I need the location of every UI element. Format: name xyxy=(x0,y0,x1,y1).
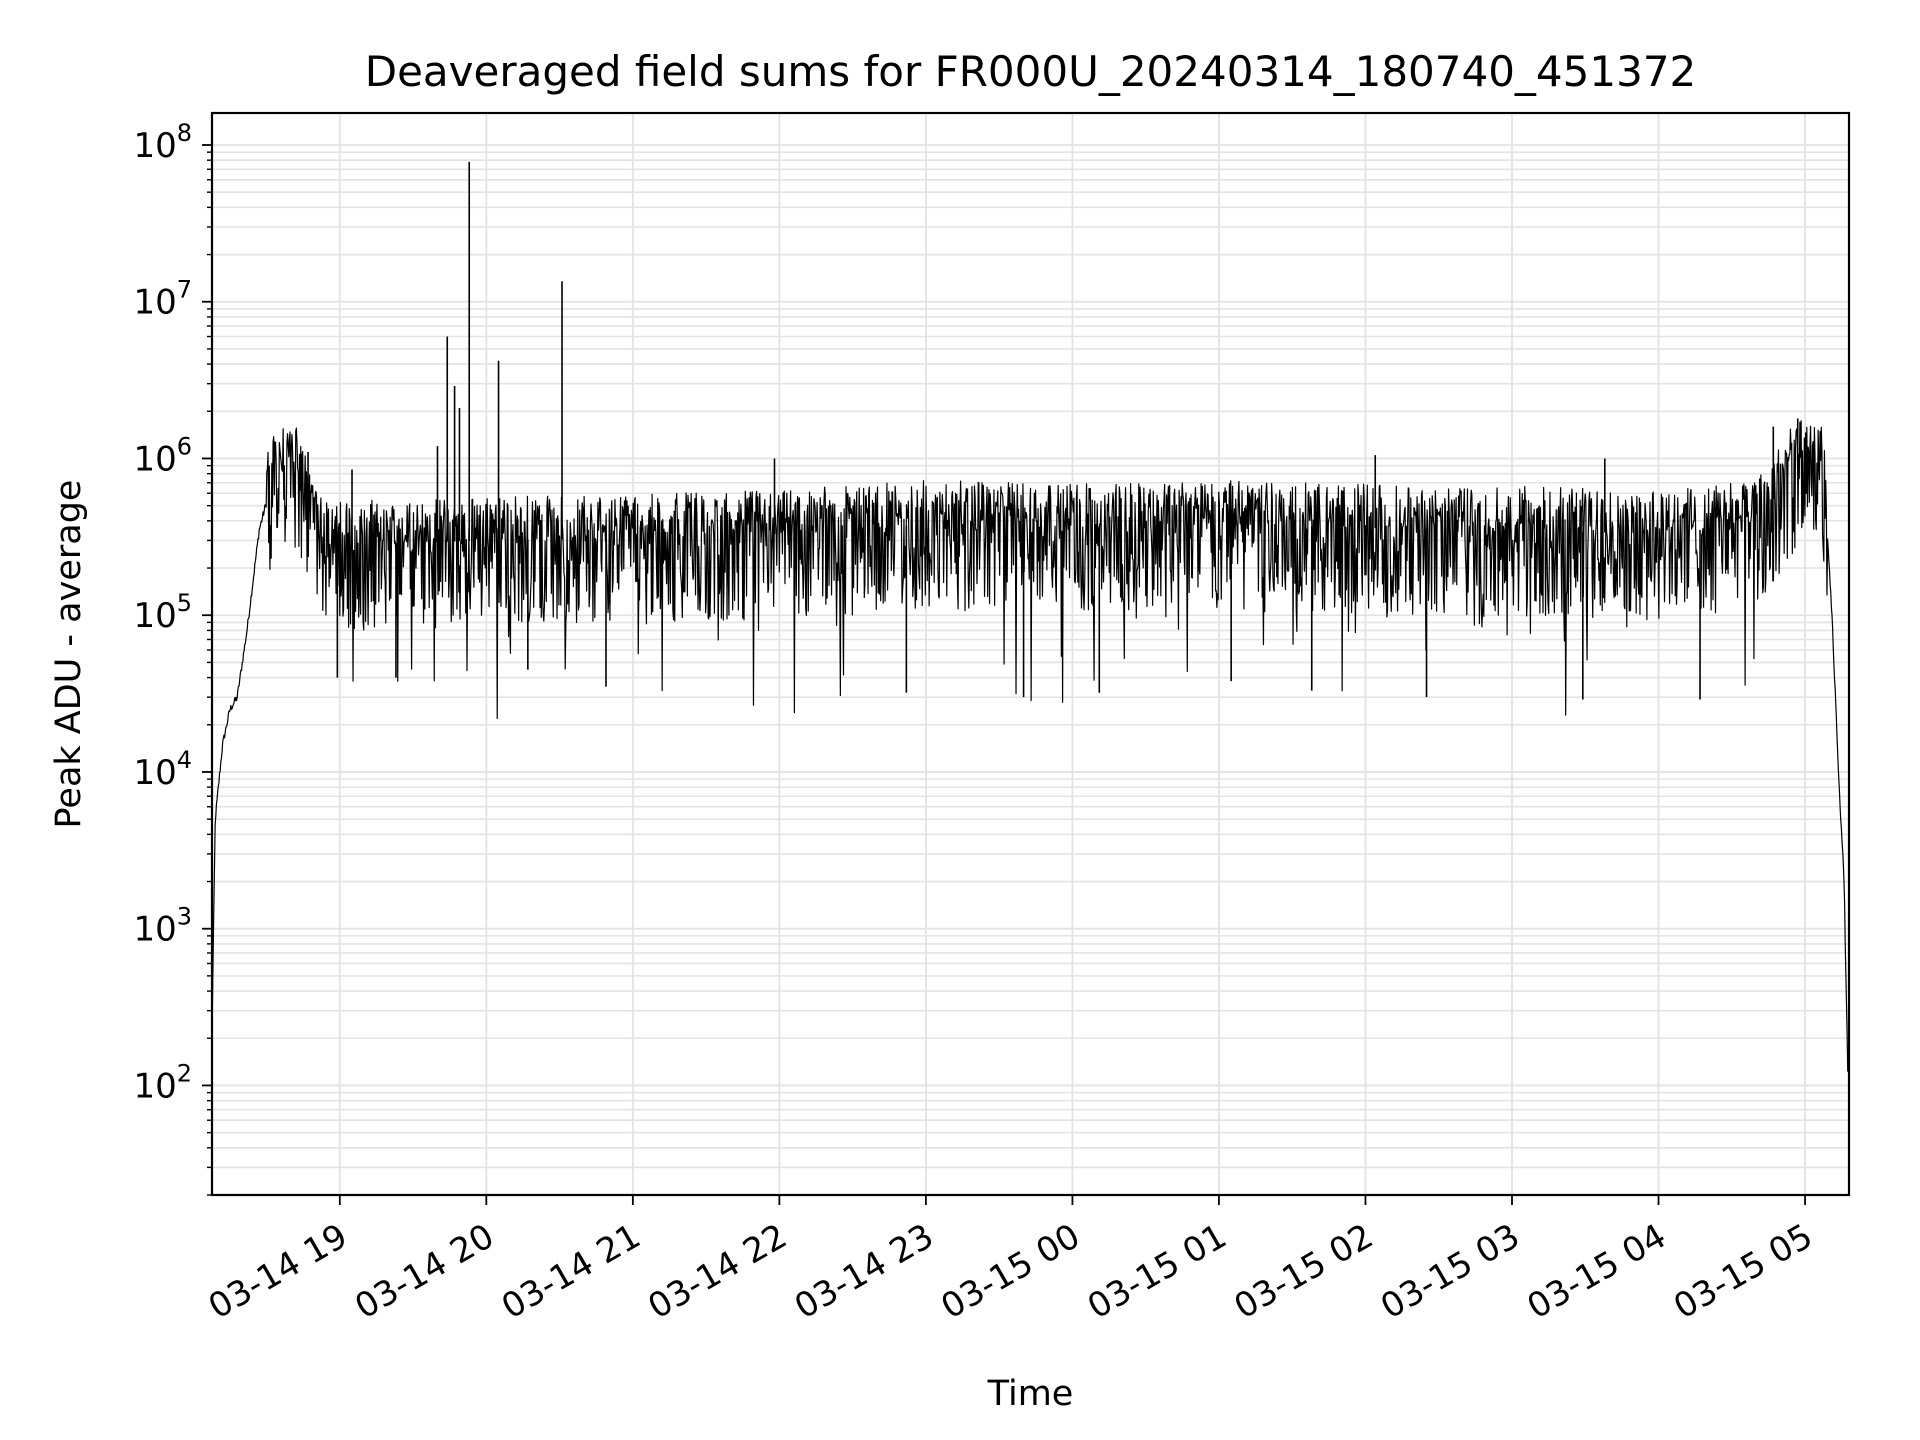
x-axis-label: Time xyxy=(987,1374,1074,1414)
y-tick-label: 106 xyxy=(133,432,192,479)
y-tick-label: 105 xyxy=(133,589,192,636)
y-tick-label: 108 xyxy=(133,119,192,166)
y-axis-label: Peak ADU - average xyxy=(49,480,89,829)
y-tick-label: 102 xyxy=(133,1059,192,1106)
plot-frame xyxy=(210,111,1851,1197)
y-tick-label: 103 xyxy=(133,903,192,950)
series-group xyxy=(211,161,1850,1077)
y-tick-label: 107 xyxy=(133,276,192,323)
chart-title: Deaveraged field sums for FR000U_2024031… xyxy=(365,47,1697,96)
y-tick-label: 104 xyxy=(133,746,192,793)
series-line xyxy=(211,420,1850,1077)
grid xyxy=(212,113,1849,1196)
